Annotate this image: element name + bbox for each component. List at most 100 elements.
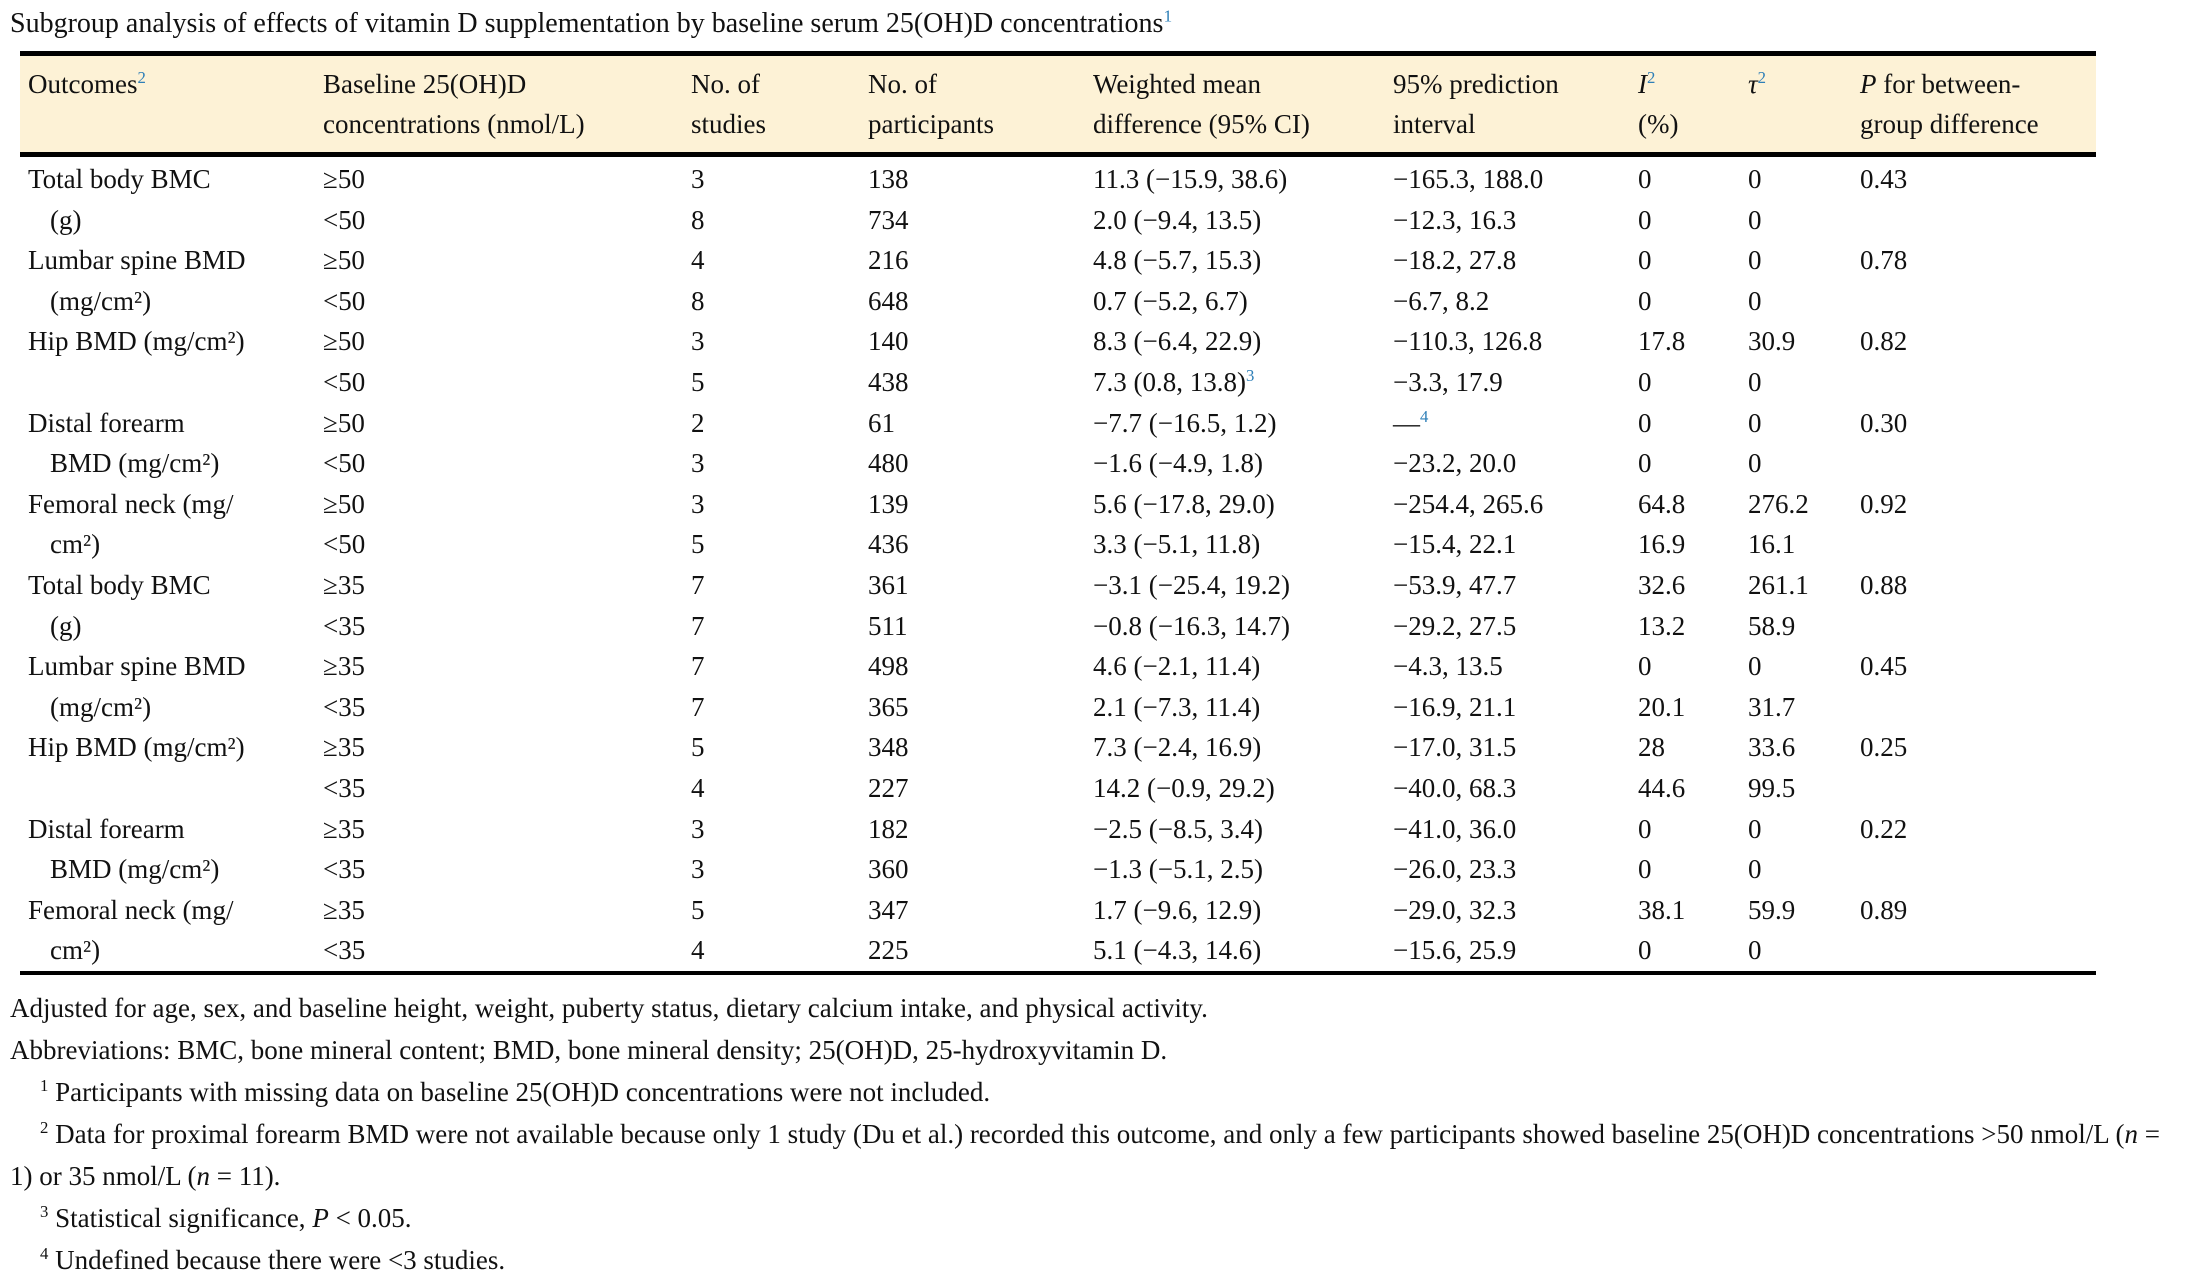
- cell-outcome: Total body BMC: [28, 569, 211, 600]
- table-title: Subgroup analysis of effects of vitamin …: [8, 6, 2197, 42]
- cell-participants: 216: [868, 245, 909, 276]
- footnote-ref[interactable]: 3: [1245, 365, 1255, 385]
- table-row: Hip BMD (mg/cm²) ≥50 3 140 8.3 (−6.4, 22.9) −…: [20, 321, 2096, 362]
- cell-outcome: BMD (mg/cm²): [50, 448, 220, 479]
- cell-baseline: <35: [323, 610, 366, 641]
- stat-symbol: P: [312, 1202, 329, 1233]
- cell-tau2: 261.1: [1748, 569, 1809, 600]
- cell-pi: −18.2, 27.8: [1393, 245, 1517, 276]
- cell-tau2: 0: [1748, 651, 1762, 682]
- cell-wmd: 4.6 (−2.1, 11.4): [1093, 651, 1261, 682]
- table-row: (mg/cm²) <35 7 365 2.1 (−7.3, 11.4) −16.9, 21…: [20, 687, 2096, 728]
- cell-tau2: 0: [1748, 448, 1762, 479]
- cell-p: [1852, 524, 2096, 565]
- cell-participants: 225: [868, 935, 909, 966]
- cell-studies: 3: [691, 448, 705, 479]
- cell-outcome: cm²): [50, 529, 101, 560]
- cell-baseline: ≥50: [323, 245, 365, 276]
- header-label: Weighted mean difference (95% CI): [1093, 69, 1310, 139]
- cell-participants: 140: [868, 326, 909, 357]
- cell-p: [1852, 443, 2096, 484]
- footnote-ref[interactable]: 4: [1420, 406, 1429, 426]
- cell-wmd: 5.6 (−17.8, 29.0): [1093, 488, 1275, 519]
- cell-pi: −53.9, 47.7: [1393, 569, 1517, 600]
- cell-outcome: (g): [50, 610, 82, 641]
- cell-baseline: ≥50: [323, 326, 365, 357]
- cell-i2: 0: [1638, 164, 1652, 194]
- cell-baseline: ≥35: [323, 813, 365, 844]
- cell-participants: 182: [868, 813, 909, 844]
- cell-i2: 13.2: [1638, 610, 1686, 641]
- cell-p: 0.45: [1860, 651, 1908, 682]
- cell-tau2: 0: [1748, 164, 1762, 194]
- cell-baseline: <50: [323, 204, 366, 235]
- cell-i2: 28: [1638, 732, 1665, 763]
- cell-i2: 0: [1638, 854, 1652, 885]
- table-body: Total body BMC ≥50 3 138 11.3 (−15.9, 38.6) −…: [20, 155, 2096, 973]
- cell-tau2: 0: [1748, 407, 1762, 438]
- cell-tau2: 58.9: [1748, 610, 1796, 641]
- header-row: Outcomes2 Baseline 25(OH)D concentrations…: [20, 53, 2096, 155]
- table-row: (g) <50 8 734 2.0 (−9.4, 13.5) −12.3, 16.3 0 0: [20, 200, 2096, 241]
- cell-wmd: 4.8 (−5.7, 15.3): [1093, 245, 1262, 276]
- cell-outcome: Femoral neck (mg/: [28, 894, 234, 925]
- table-row: Total body BMC ≥50 3 138 11.3 (−15.9, 38.6) −…: [20, 155, 2096, 200]
- cell-outcome: Hip BMD (mg/cm²): [28, 732, 245, 763]
- footnote-ref[interactable]: 2: [1647, 68, 1656, 87]
- cell-wmd: −1.6 (−4.9, 1.8): [1093, 448, 1263, 479]
- cell-wmd: −0.8 (−16.3, 14.7): [1093, 610, 1290, 641]
- cell-wmd: 1.7 (−9.6, 12.9): [1093, 894, 1262, 925]
- footnote-4: 4 Undefined because there were <3 studie…: [40, 1243, 506, 1271]
- cell-i2: 0: [1638, 285, 1652, 316]
- cell-p: [1852, 281, 2096, 322]
- table-header: Outcomes2 Baseline 25(OH)D concentrations…: [20, 53, 2096, 155]
- cell-participants: 511: [868, 610, 908, 641]
- cell-studies: 2: [691, 407, 705, 438]
- cell-outcome: [20, 768, 315, 809]
- cell-p: [1852, 768, 2096, 809]
- cell-studies: 5: [691, 894, 705, 925]
- footnote-marker: 2: [40, 1117, 49, 1137]
- cell-baseline: ≥50: [323, 164, 365, 194]
- cell-outcome: (mg/cm²): [50, 691, 152, 722]
- cell-wmd: 5.1 (−4.3, 14.6): [1093, 935, 1262, 966]
- stat-symbol: n: [2124, 1118, 2138, 1149]
- title-footnote-ref[interactable]: 1: [1163, 6, 1173, 26]
- cell-studies: 4: [691, 935, 705, 966]
- cell-baseline: <35: [323, 854, 366, 885]
- cell-wmd: 7.3 (0.8, 13.8)3: [1093, 365, 1255, 397]
- cell-baseline: <50: [323, 366, 366, 397]
- column-header-9: P for between- group difference: [1852, 54, 2096, 155]
- footnote-ref[interactable]: 2: [1757, 68, 1767, 87]
- cell-participants: 347: [868, 894, 909, 925]
- cell-studies: 8: [691, 204, 705, 235]
- cell-tau2: 276.2: [1748, 488, 1809, 519]
- header-label: Baseline 25(OH)D concentrations (nmol/L): [323, 69, 585, 139]
- cell-baseline: <50: [323, 448, 366, 479]
- cell-tau2: 0: [1748, 935, 1762, 966]
- cell-pi: −4.3, 13.5: [1393, 651, 1503, 682]
- cell-outcome: cm²): [50, 935, 101, 966]
- cell-pi: −15.4, 22.1: [1393, 529, 1517, 560]
- table-row: Lumbar spine BMD ≥50 4 216 4.8 (−5.7, 15.3) −…: [20, 240, 2096, 281]
- cell-p: 0.78: [1860, 245, 1908, 276]
- cell-pi: −26.0, 23.3: [1393, 854, 1517, 885]
- cell-wmd: 11.3 (−15.9, 38.6): [1093, 164, 1288, 194]
- footnote-ref[interactable]: 2: [137, 68, 146, 87]
- cell-pi: −29.2, 27.5: [1393, 610, 1517, 641]
- cell-tau2: 16.1: [1748, 529, 1796, 560]
- cell-pi: −254.4, 265.6: [1393, 488, 1544, 519]
- cell-tau2: 0: [1748, 245, 1762, 276]
- table-row: Distal forearm ≥50 2 61 −7.7 (−16.5, 1.2) —4 0…: [20, 403, 2096, 444]
- cell-participants: 480: [868, 448, 909, 479]
- column-header-1: Outcomes2: [20, 54, 315, 155]
- cell-p: [1852, 687, 2096, 728]
- cell-studies: 3: [691, 813, 705, 844]
- cell-i2: 32.6: [1638, 569, 1686, 600]
- cell-participants: 139: [868, 488, 909, 519]
- cell-outcome: Hip BMD (mg/cm²): [28, 326, 245, 357]
- cell-studies: 7: [691, 651, 705, 682]
- cell-studies: 7: [691, 569, 705, 600]
- cell-participants: 436: [868, 529, 909, 560]
